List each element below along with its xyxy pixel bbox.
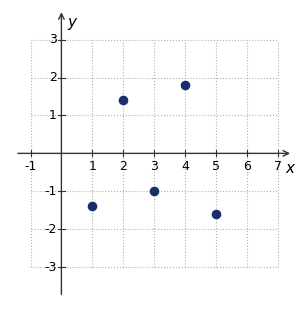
Text: 6: 6	[243, 160, 251, 173]
Point	[152, 189, 156, 194]
Text: -1: -1	[44, 185, 57, 198]
Text: 7: 7	[274, 160, 281, 173]
Text: 5: 5	[212, 160, 220, 173]
Point	[182, 83, 187, 88]
Text: -2: -2	[44, 223, 57, 236]
Point	[213, 212, 218, 217]
Text: y: y	[67, 15, 76, 30]
Text: -1: -1	[24, 160, 37, 173]
Text: -3: -3	[44, 260, 57, 274]
Text: 3: 3	[150, 160, 158, 173]
Text: 4: 4	[181, 160, 189, 173]
Text: 1: 1	[49, 109, 57, 122]
Text: 1: 1	[88, 160, 96, 173]
Text: x: x	[285, 161, 294, 176]
Point	[90, 204, 95, 209]
Point	[121, 98, 126, 103]
Text: 2: 2	[119, 160, 127, 173]
Text: 3: 3	[49, 33, 57, 46]
Text: 2: 2	[49, 71, 57, 84]
